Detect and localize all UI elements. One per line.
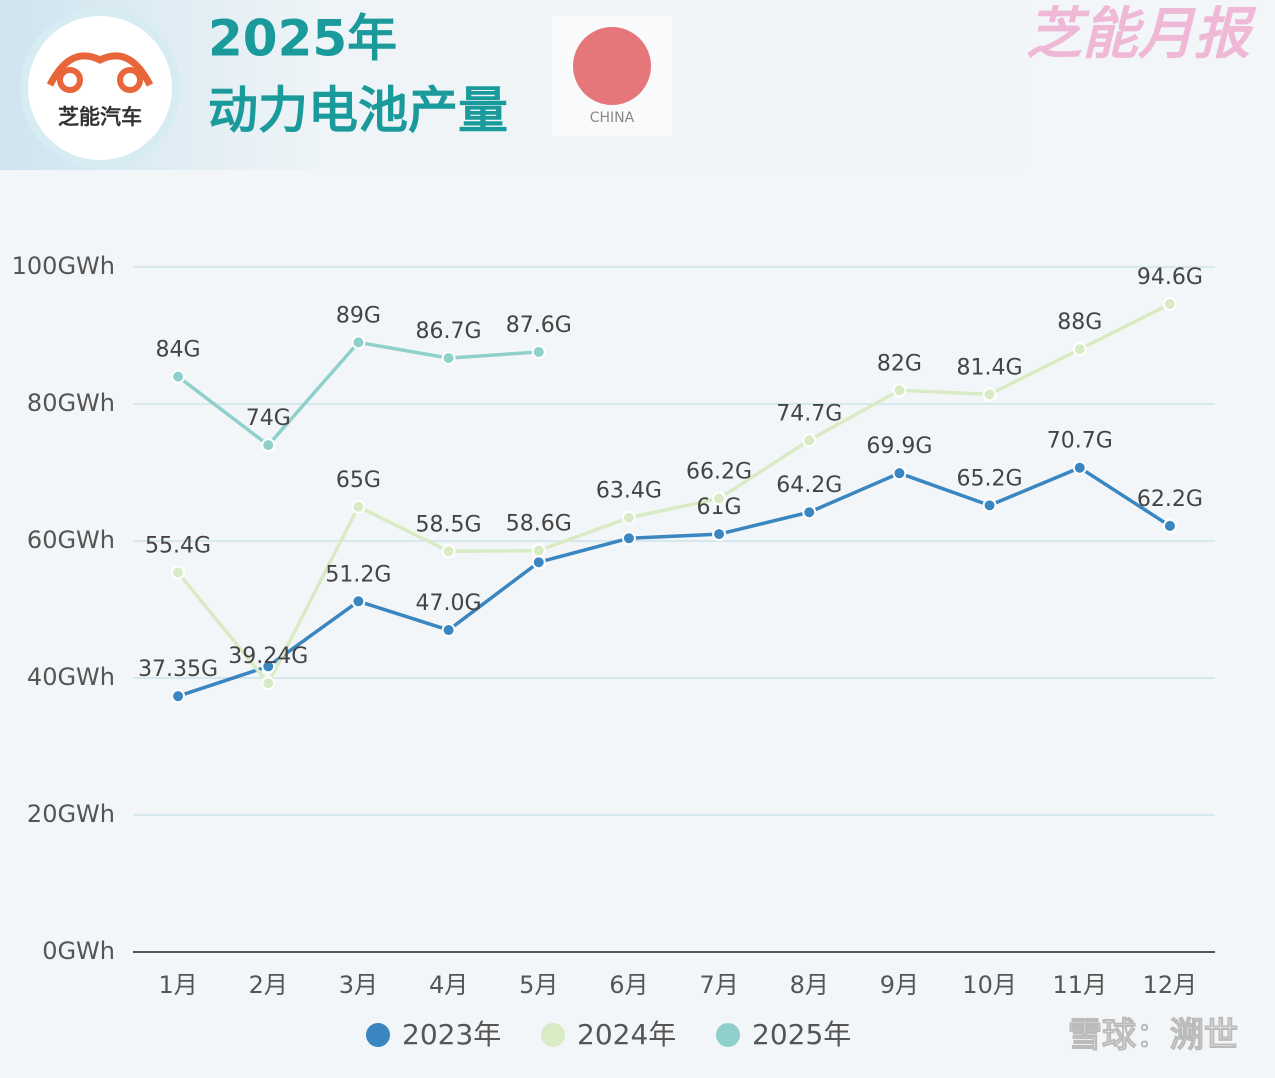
x-tick-label: 10月 xyxy=(962,971,1017,999)
value-label: 86.7G xyxy=(416,319,482,344)
point xyxy=(351,594,366,609)
value-label: 64.2G xyxy=(776,473,842,498)
point xyxy=(351,499,366,514)
brand: 芝能汽车 xyxy=(58,105,142,129)
value-label: 62.2G xyxy=(1137,487,1203,512)
x-tick-label: 12月 xyxy=(1143,971,1198,999)
point xyxy=(171,369,186,384)
series-line xyxy=(177,465,1171,698)
legend-label: 2024年 xyxy=(577,1018,676,1051)
footer: 雪球：溯世 xyxy=(1068,1016,1238,1056)
legend-swatch xyxy=(541,1023,565,1047)
point xyxy=(802,505,817,520)
point xyxy=(802,433,817,448)
point xyxy=(441,351,456,366)
value-label: 39.24G xyxy=(228,644,308,669)
value-label: 69.9G xyxy=(866,434,932,459)
point xyxy=(1072,460,1087,475)
point xyxy=(621,510,636,525)
value-label: 70.7G xyxy=(1047,429,1113,454)
value-label: 84G xyxy=(156,338,201,363)
point xyxy=(261,676,276,691)
flag xyxy=(573,27,651,105)
x-tick-label: 3月 xyxy=(339,971,378,999)
title: 2025年 xyxy=(208,10,397,68)
point xyxy=(1162,296,1177,311)
point xyxy=(531,555,546,570)
x-tick-label: 1月 xyxy=(158,971,197,999)
point xyxy=(261,659,276,674)
x-tick-label: 11月 xyxy=(1052,971,1107,999)
value-label: 88G xyxy=(1057,310,1102,335)
point xyxy=(982,387,997,402)
legend-label: 2025年 xyxy=(752,1018,851,1051)
point xyxy=(441,544,456,559)
value-label: 37.35G xyxy=(138,657,218,682)
point xyxy=(441,623,456,638)
value-label: 51.2G xyxy=(325,562,391,587)
point xyxy=(171,565,186,580)
x-tick-label: 8月 xyxy=(790,971,829,999)
x-tick-label: 4月 xyxy=(429,971,468,999)
point xyxy=(621,531,636,546)
flag-label: CHINA xyxy=(590,110,635,126)
legend-label: 2023年 xyxy=(402,1018,501,1051)
logo-icon xyxy=(57,67,83,93)
legend-swatch xyxy=(716,1023,740,1047)
y-tick-label: 60GWh xyxy=(27,526,115,554)
value-label: 63.4G xyxy=(596,479,662,504)
logo-icon xyxy=(46,52,154,87)
x-tick-label: 6月 xyxy=(609,971,648,999)
value-label: 74.7G xyxy=(776,401,842,426)
watermark: 芝能月报 xyxy=(1026,2,1257,67)
y-tick-label: 40GWh xyxy=(27,663,115,691)
value-label: 58.6G xyxy=(506,512,572,537)
point xyxy=(531,543,546,558)
point xyxy=(712,491,727,506)
point xyxy=(171,689,186,704)
legend-swatch xyxy=(366,1023,390,1047)
point xyxy=(892,383,907,398)
value-label: 74G xyxy=(246,406,291,431)
value-label: 58.5G xyxy=(416,512,482,537)
point xyxy=(712,527,727,542)
y-tick-label: 100GWh xyxy=(12,252,115,280)
y-tick-label: 0GWh xyxy=(42,937,115,965)
value-label: 81.4G xyxy=(957,355,1023,380)
logo xyxy=(28,16,172,160)
y-tick-label: 20GWh xyxy=(27,800,115,828)
value-label: 87.6G xyxy=(506,313,572,338)
logo-icon xyxy=(117,67,143,93)
value-label: 66.2G xyxy=(686,460,752,485)
x-tick-label: 7月 xyxy=(699,971,738,999)
value-label: 82G xyxy=(877,351,922,376)
x-tick-label: 5月 xyxy=(519,971,558,999)
value-label: 65.2G xyxy=(957,466,1023,491)
y-tick-label: 80GWh xyxy=(27,389,115,417)
value-label: 65G xyxy=(336,468,381,493)
point xyxy=(531,344,546,359)
title: 动力电池产量 xyxy=(208,82,508,140)
value-label: 89G xyxy=(336,303,381,328)
value-label: 55.4G xyxy=(145,534,211,559)
point xyxy=(351,335,366,350)
point xyxy=(982,498,997,513)
point xyxy=(892,466,907,481)
point xyxy=(1162,518,1177,533)
point xyxy=(1072,342,1087,357)
value-label: 94.6G xyxy=(1137,265,1203,290)
x-tick-label: 9月 xyxy=(880,971,919,999)
value-label: 47.0G xyxy=(416,591,482,616)
x-tick-label: 2月 xyxy=(249,971,288,999)
point xyxy=(261,438,276,453)
series-line xyxy=(176,302,1171,687)
